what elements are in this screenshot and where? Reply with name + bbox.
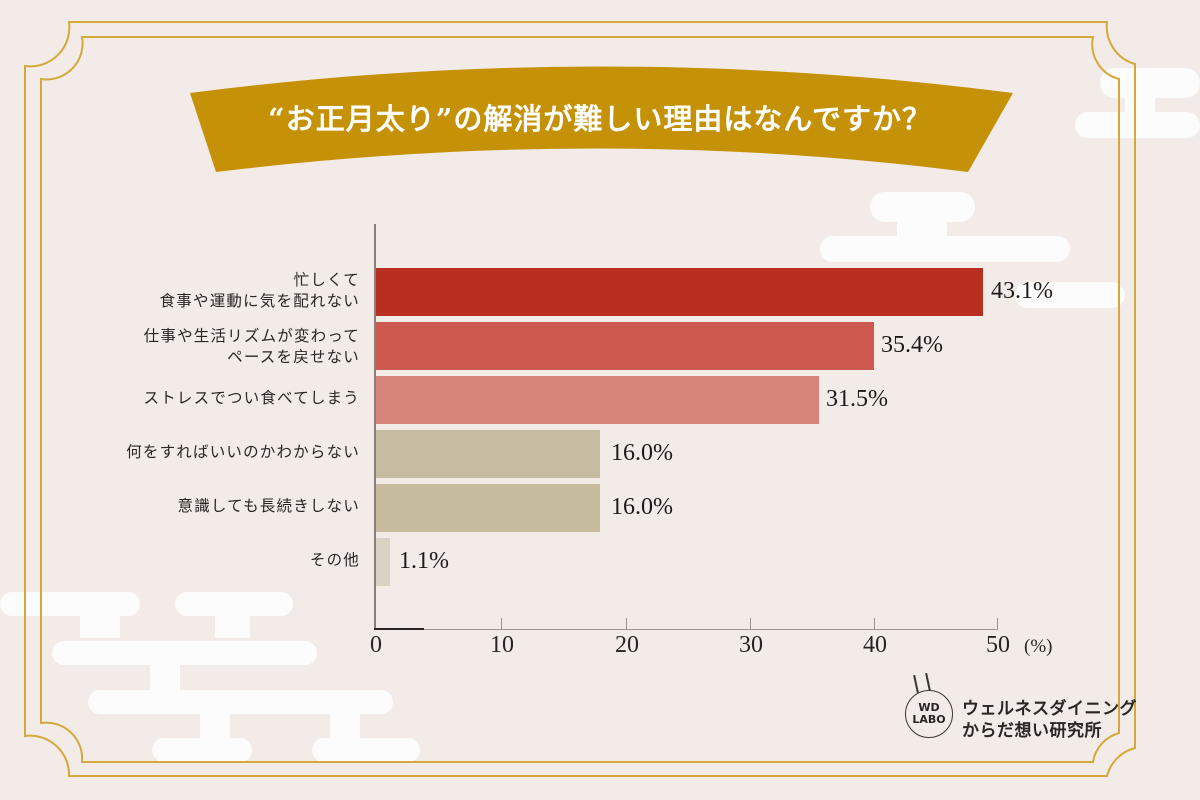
category-label-line: 食事や運動に気を配れない (159, 292, 360, 310)
x-axis-line (374, 629, 998, 630)
value-label: 31.5% (826, 386, 888, 412)
logo-text-line: LABO (912, 713, 946, 726)
x-axis-unit: (%) (1024, 636, 1053, 657)
x-tick-50 (997, 618, 998, 629)
bar-cant-continue (376, 484, 600, 532)
y-axis-line (374, 224, 376, 630)
category-label-line: ペースを戻せない (227, 348, 360, 366)
x-tick-label: 50 (986, 632, 1010, 658)
x-tick-label: 0 (370, 632, 382, 658)
category-label: 忙しくて 食事や運動に気を配れない (160, 270, 360, 312)
value-label: 1.1% (399, 548, 449, 574)
x-tick-label: 40 (863, 632, 887, 658)
category-label: 仕事や生活リズムが変わって ペースを戻せない (144, 326, 360, 368)
x-tick-30 (750, 618, 751, 629)
brand-name: ウェルネスダイニング からだ想い研究所 (962, 698, 1137, 742)
wd-labo-logo: WD LABO (905, 690, 953, 738)
category-label: その他 (309, 551, 360, 569)
x-tick-label: 20 (615, 632, 639, 658)
category-label: 意識しても長続きしない (177, 497, 360, 515)
x-axis-origin-segment (374, 628, 424, 630)
category-label: 何をすればいいのかわからない (126, 443, 360, 461)
category-label-line: 忙しくて (293, 271, 360, 289)
chart-title: “お正月太り”の解消が難しい理由はなんですか？ (268, 102, 932, 136)
value-label: 16.0% (611, 494, 673, 520)
value-label: 35.4% (881, 332, 943, 358)
bar-rhythm-changed (376, 322, 874, 370)
x-tick-label: 10 (490, 632, 514, 658)
x-tick-40 (874, 618, 875, 629)
value-label: 16.0% (611, 440, 673, 466)
category-label-line: 仕事や生活リズムが変わって (143, 327, 360, 345)
bar-dont-know (376, 430, 600, 478)
x-tick-label: 30 (739, 632, 763, 658)
brand-name-line: からだ想い研究所 (962, 721, 1102, 741)
bar-busy (376, 268, 983, 316)
value-label: 43.1% (991, 278, 1053, 304)
bar-other (376, 538, 390, 586)
x-tick-20 (626, 618, 627, 629)
logo-text-line: WD (918, 701, 940, 714)
brand-name-line: ウェルネスダイニング (962, 699, 1137, 719)
x-tick-10 (501, 618, 502, 629)
category-label: ストレスでつい食べてしまう (143, 389, 360, 407)
bar-stress-eating (376, 376, 819, 424)
